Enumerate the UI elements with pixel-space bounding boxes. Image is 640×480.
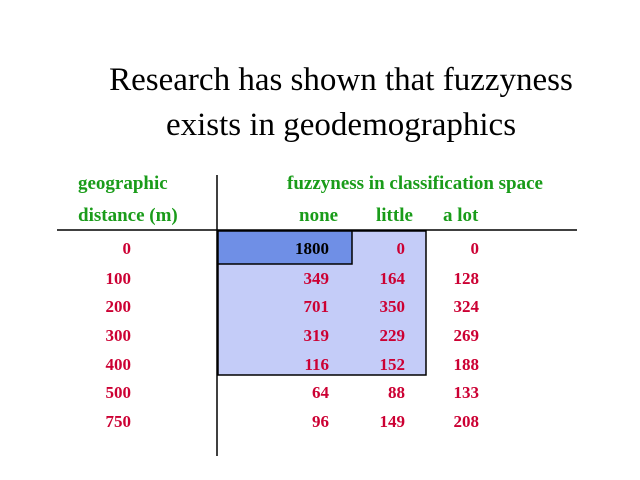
value-cell: 0 bbox=[397, 239, 406, 258]
distance-cell: 400 bbox=[106, 355, 132, 374]
value-cell: 319 bbox=[304, 326, 330, 345]
value-cell: 128 bbox=[454, 269, 480, 288]
value-cell: 152 bbox=[380, 355, 406, 374]
value-cell: 133 bbox=[454, 383, 480, 402]
value-cell: 349 bbox=[304, 269, 330, 288]
value-cell: 208 bbox=[454, 412, 480, 431]
column-group-header: fuzzyness in classification space bbox=[287, 173, 543, 194]
value-cell: 116 bbox=[304, 355, 329, 374]
value-cell: 149 bbox=[380, 412, 406, 431]
distance-cell: 200 bbox=[106, 297, 132, 316]
value-cell: 701 bbox=[304, 297, 330, 316]
value-cell: 188 bbox=[454, 355, 480, 374]
highlight-cell bbox=[217, 230, 353, 265]
value-cell: 88 bbox=[388, 383, 405, 402]
distance-cell: 750 bbox=[106, 412, 132, 431]
column-header: little bbox=[376, 205, 413, 226]
value-cell: 1800 bbox=[295, 239, 329, 258]
row-header: distance (m) bbox=[78, 205, 178, 226]
value-cell: 324 bbox=[454, 297, 480, 316]
value-cell: 269 bbox=[454, 326, 480, 345]
title-line: exists in geodemographics bbox=[166, 107, 516, 143]
distance-cell: 100 bbox=[106, 269, 132, 288]
value-cell: 96 bbox=[312, 412, 329, 431]
column-header: none bbox=[299, 205, 338, 226]
value-cell: 0 bbox=[471, 239, 480, 258]
value-cell: 350 bbox=[380, 297, 406, 316]
distance-cell: 0 bbox=[123, 239, 132, 258]
value-cell: 229 bbox=[380, 326, 406, 345]
distance-cell: 300 bbox=[106, 326, 132, 345]
row-header: geographic bbox=[78, 173, 168, 194]
column-header: a lot bbox=[443, 205, 479, 226]
title-line: Research has shown that fuzzyness bbox=[109, 62, 573, 98]
value-cell: 164 bbox=[380, 269, 406, 288]
table-body: 0 1800 0 0 100 349 164 128 200 701 350 324 300 319 229… bbox=[106, 239, 480, 431]
value-cell: 64 bbox=[312, 383, 330, 402]
distance-cell: 500 bbox=[106, 383, 132, 402]
